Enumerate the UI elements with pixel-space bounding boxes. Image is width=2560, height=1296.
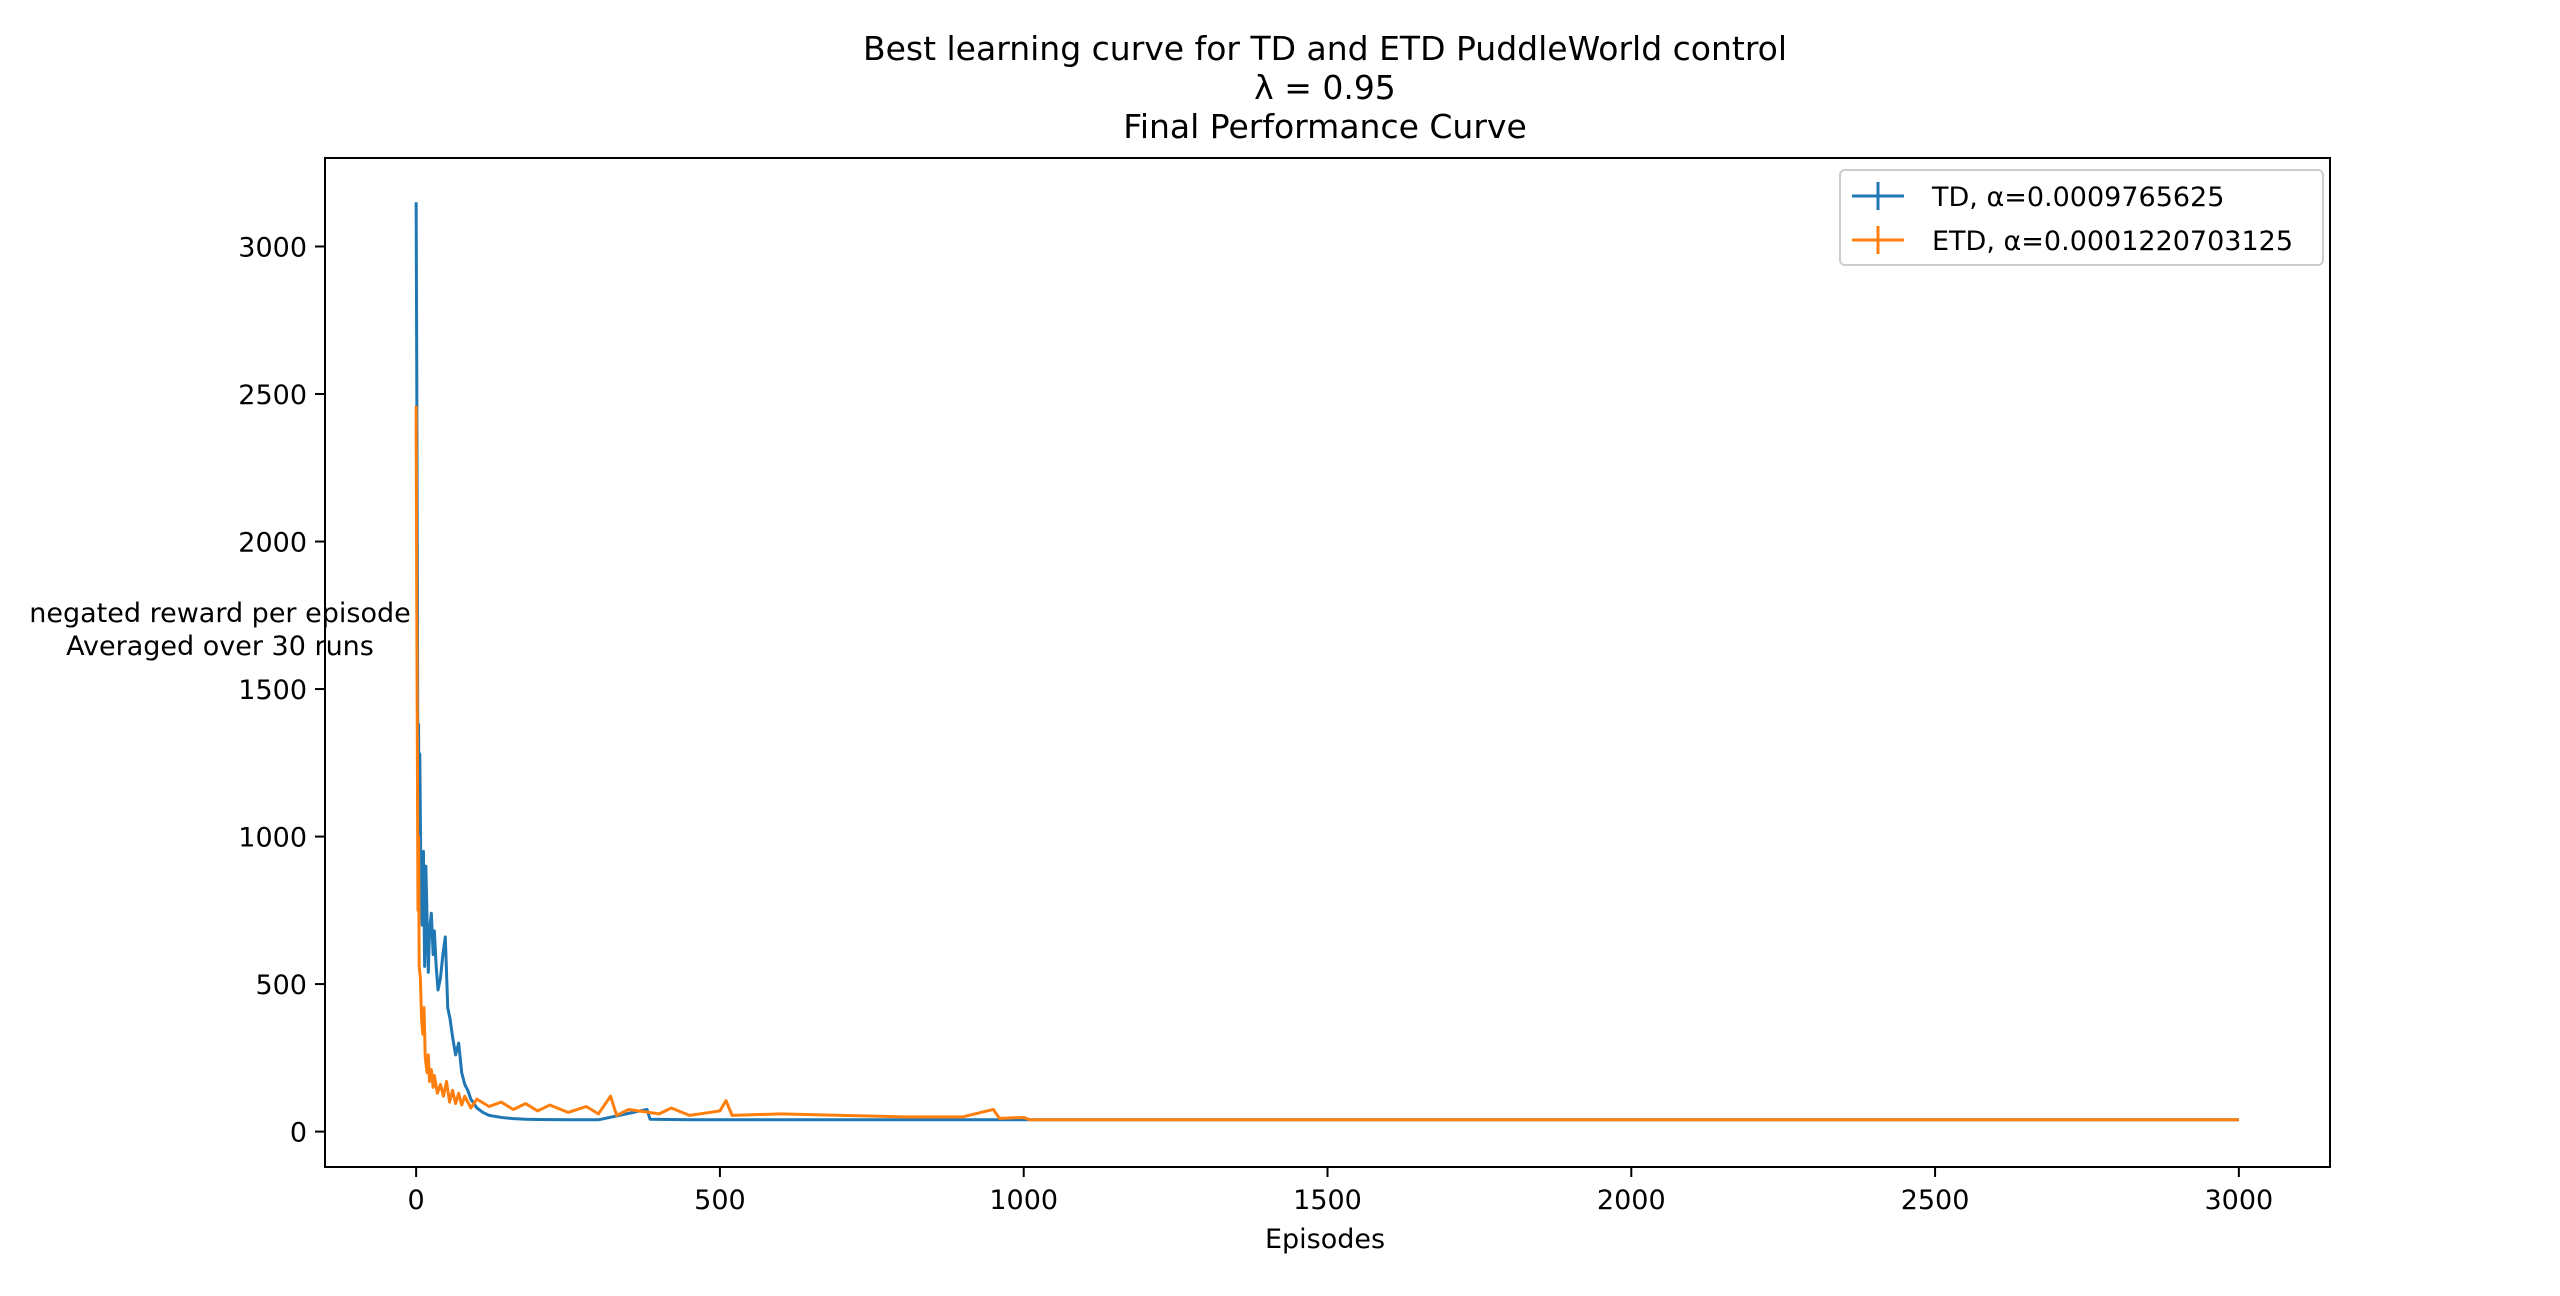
legend-box — [1839, 169, 2324, 266]
series-layer — [414, 202, 2239, 1122]
y-tick-label: 2500 — [238, 380, 307, 411]
chart-title-line-1: Best learning curve for TD and ETD Puddl… — [863, 29, 1787, 68]
chart-title: Best learning curve for TD and ETD Puddl… — [863, 29, 1787, 146]
x-axis-label: Episodes — [1265, 1224, 1385, 1255]
x-tick-label: 1500 — [1293, 1185, 1362, 1216]
legend-item-td: TD, α=0.0009765625 — [1852, 182, 2224, 213]
x-tick-label: 1000 — [989, 1185, 1058, 1216]
series-line-etd — [414, 405, 2239, 1122]
y-axis-label-line-1: negated reward per episode — [29, 598, 410, 629]
chart-title-line-2: λ = 0.95 — [1254, 68, 1396, 107]
y-tick-label: 500 — [255, 970, 307, 1001]
y-tick-label: 1500 — [238, 675, 307, 706]
axes-layer: 0 500 1000 1500 2000 2500 3000 0 500 1000 1500 2000… — [238, 157, 2331, 1216]
plot-frame — [324, 157, 2331, 1168]
legend: TD, α=0.0009765625 ETD, α=0.000122070312… — [1839, 169, 2324, 266]
legend-label-td: TD, α=0.0009765625 — [1931, 182, 2224, 213]
y-axis-label: negated reward per episode Averaged over… — [29, 598, 410, 662]
series-line-td — [414, 202, 2239, 1122]
x-tick-label: 2000 — [1597, 1185, 1666, 1216]
x-tick-label: 0 — [408, 1185, 425, 1216]
x-tick-label: 500 — [694, 1185, 746, 1216]
y-tick-label: 0 — [290, 1118, 307, 1149]
x-tick-label: 2500 — [1901, 1185, 1970, 1216]
legend-item-etd: ETD, α=0.0001220703125 — [1852, 226, 2293, 257]
y-tick-label: 1000 — [238, 823, 307, 854]
x-tick-label: 3000 — [2205, 1185, 2274, 1216]
y-tick-label: 2000 — [238, 528, 307, 559]
y-tick-label: 3000 — [238, 233, 307, 264]
chart-title-line-3: Final Performance Curve — [1123, 107, 1527, 146]
legend-label-etd: ETD, α=0.0001220703125 — [1932, 226, 2293, 257]
y-axis-label-line-2: Averaged over 30 runs — [66, 631, 374, 662]
